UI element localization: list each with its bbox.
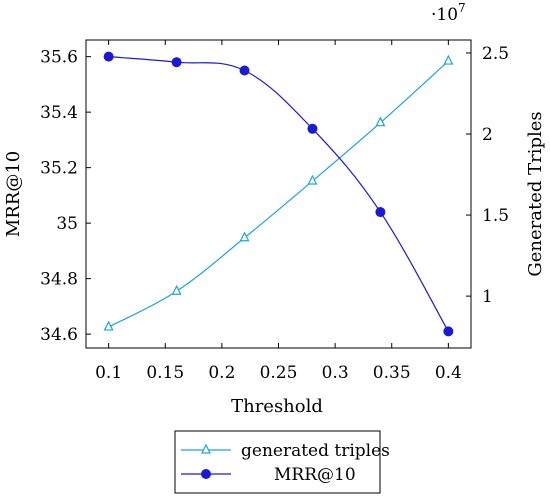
plot-frame xyxy=(85,39,472,349)
right-y-tick-label: 1.5 xyxy=(482,206,509,226)
data-point-mrr-10 xyxy=(171,57,182,68)
series-line-generated-triples xyxy=(108,60,449,328)
data-point-generated-triples xyxy=(171,284,182,295)
x-tick-label: 0.3 xyxy=(322,363,349,383)
left-y-tick-label: 35.6 xyxy=(40,48,78,68)
right-y-axis-label: Generated Triples xyxy=(525,111,546,276)
x-axis-ticks: 0.1 0.15 0.2 0.25 0.3 0.35 0.4 xyxy=(95,40,462,383)
series-line-mrr-10 xyxy=(108,56,449,332)
left-y-axis-ticks: 34.6 34.8 35 35.2 35.4 35.6 xyxy=(40,48,91,345)
x-tick-label: 0.2 xyxy=(208,363,235,383)
right-y-tick-label: 1 xyxy=(482,287,493,307)
data-point-mrr-10 xyxy=(103,51,114,62)
data-point-mrr-10 xyxy=(443,326,454,337)
data-point-mrr-10 xyxy=(239,65,250,76)
right-y-tick-label: 2 xyxy=(482,125,493,145)
left-y-tick-label: 35.4 xyxy=(40,103,78,123)
series-layer xyxy=(103,51,454,337)
right-y-axis-ticks: 1 1.5 2 2.5 xyxy=(466,44,509,307)
left-y-tick-label: 35 xyxy=(56,214,78,234)
right-axis-multiplier: ·107 xyxy=(431,1,466,25)
left-y-axis-label: MRR@10 xyxy=(3,151,24,237)
legend-label-generated-triples: generated triples xyxy=(241,441,390,461)
x-tick-label: 0.1 xyxy=(95,363,122,383)
data-point-generated-triples xyxy=(103,320,114,331)
legend-label-mrr: MRR@10 xyxy=(274,465,356,485)
legend-marker-triangle xyxy=(201,443,211,454)
left-y-tick-label: 35.2 xyxy=(40,159,78,179)
legend: generated triples MRR@10 xyxy=(174,430,390,494)
left-y-tick-label: 34.6 xyxy=(40,325,78,345)
legend-box xyxy=(174,430,381,494)
right-y-tick-label: 2.5 xyxy=(482,44,509,64)
x-tick-label: 0.4 xyxy=(435,363,462,383)
x-axis-label: Threshold xyxy=(231,396,323,417)
x-tick-label: 0.35 xyxy=(373,363,411,383)
plot-area xyxy=(85,39,472,349)
x-tick-label: 0.25 xyxy=(260,363,298,383)
x-tick-label: 0.15 xyxy=(146,363,184,383)
data-point-generated-triples xyxy=(307,174,318,185)
data-point-mrr-10 xyxy=(375,207,386,218)
data-point-mrr-10 xyxy=(307,123,318,134)
data-point-generated-triples xyxy=(443,54,454,65)
data-point-generated-triples xyxy=(375,116,386,127)
left-y-tick-label: 34.8 xyxy=(40,270,78,290)
data-point-generated-triples xyxy=(239,231,250,242)
legend-marker-circle xyxy=(201,469,211,479)
